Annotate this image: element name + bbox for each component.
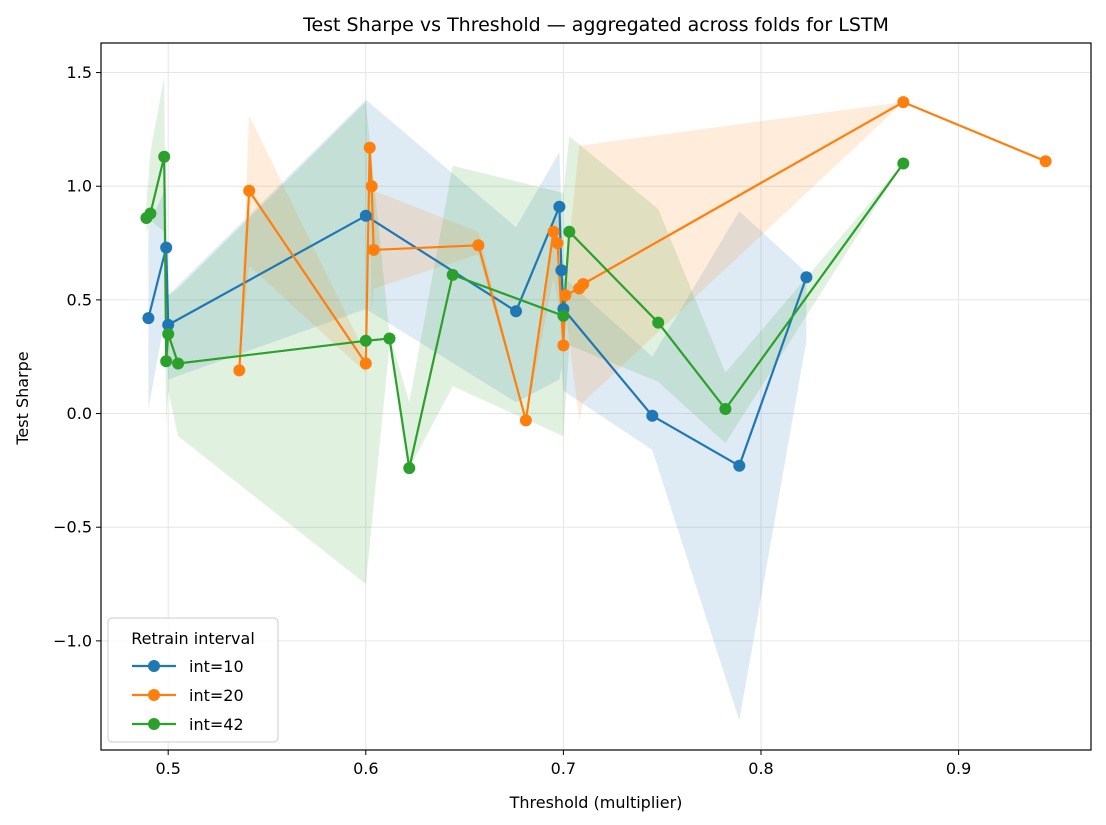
point-int=10 [800, 271, 813, 284]
point-int=10 [555, 264, 568, 277]
point-int=10 [359, 209, 372, 222]
x-tick-label: 0.5 [155, 759, 180, 778]
legend-items: int=10 int=20 int=42 [132, 657, 244, 734]
band-int=10 [148, 99, 807, 721]
legend: Retrain interval int=10 int=20 int=42 [107, 617, 279, 743]
point-int=20 [233, 364, 246, 377]
point-int=42 [162, 328, 175, 340]
point-int=42 [563, 225, 576, 238]
point-int=20 [363, 141, 376, 154]
point-int=10 [510, 305, 522, 318]
point-int=42 [144, 207, 157, 220]
legend-marker-int=20 [148, 689, 160, 701]
y-tick-label: 1.0 [67, 177, 92, 196]
point-int=42 [652, 316, 665, 329]
point-int=10 [142, 312, 155, 325]
point-int=42 [557, 309, 570, 322]
series-markers [140, 96, 1052, 475]
point-int=10 [162, 318, 175, 331]
legend-title: Retrain interval [131, 629, 255, 648]
chart-title: Test Sharpe vs Threshold — aggregated ac… [302, 14, 889, 36]
point-int=20 [897, 96, 910, 109]
point-int=10 [646, 409, 659, 422]
legend-marker-int=10 [148, 660, 160, 672]
y-tick-label: −1.0 [53, 631, 92, 650]
axis-ticks: 0.5 0.6 0.7 0.8 0.9 −1.0 −0.5 0.0 0.5 1.0 1.5 [53, 63, 971, 778]
legend-label-int=10: int=10 [189, 657, 244, 676]
plot-frame [100, 42, 1092, 751]
point-int=42 [719, 403, 732, 415]
point-int=20 [359, 357, 372, 370]
point-int=42 [403, 462, 416, 475]
point-int=20 [1039, 155, 1052, 168]
confidence-bands [146, 77, 1046, 721]
y-tick-label: 0.0 [67, 404, 92, 423]
point-int=42 [160, 355, 173, 368]
point-int=42 [158, 150, 171, 163]
point-int=20 [367, 243, 380, 256]
point-int=20 [547, 225, 560, 238]
y-axis-label: Test Sharpe [13, 351, 32, 445]
band-int=42 [146, 77, 904, 584]
point-int=20 [365, 180, 378, 193]
point-int=42 [446, 268, 459, 281]
point-int=10 [733, 459, 746, 472]
point-int=20 [519, 414, 532, 427]
legend-label-int=20: int=20 [189, 686, 244, 705]
legend-label-int=42: int=42 [189, 715, 244, 734]
point-int=20 [243, 184, 256, 197]
point-int=20 [557, 339, 570, 352]
point-int=20 [551, 237, 564, 250]
x-tick-label: 0.9 [946, 759, 971, 778]
point-int=42 [897, 157, 910, 170]
point-int=10 [553, 200, 566, 213]
point-int=42 [383, 332, 396, 345]
grid [101, 43, 1091, 750]
y-tick-label: 0.5 [67, 290, 92, 309]
x-axis-label: Threshold (multiplier) [509, 793, 683, 812]
x-tick-label: 0.6 [353, 759, 378, 778]
point-int=20 [472, 239, 485, 252]
legend-marker-int=42 [148, 718, 160, 730]
point-int=10 [160, 241, 173, 254]
band-int=20 [239, 102, 1046, 421]
point-int=42 [172, 357, 185, 370]
legend-box [107, 617, 279, 743]
x-tick-label: 0.8 [748, 759, 773, 778]
point-int=20 [577, 278, 590, 290]
y-tick-label: 1.5 [67, 63, 92, 82]
x-tick-label: 0.7 [551, 759, 576, 778]
y-tick-label: −0.5 [53, 518, 92, 537]
point-int=42 [359, 334, 372, 347]
point-int=20 [559, 289, 572, 302]
